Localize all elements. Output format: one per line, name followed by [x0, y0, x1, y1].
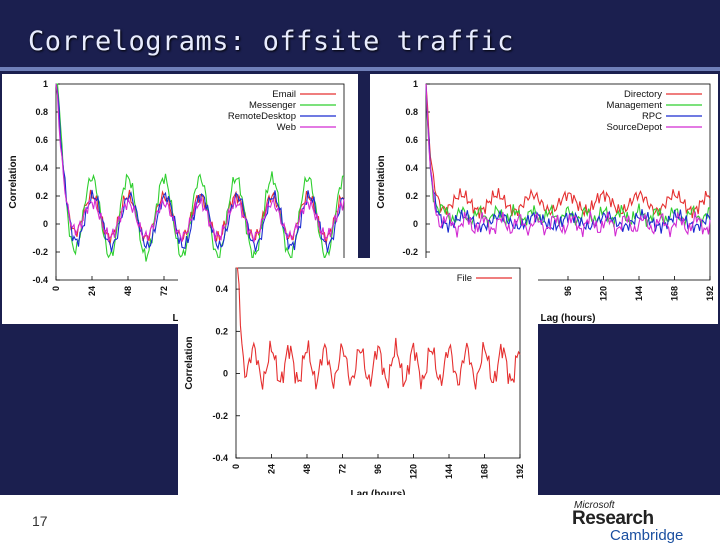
slide-footer: [0, 495, 720, 540]
legend-label: Directory: [624, 89, 662, 100]
x-tick-label: 120: [409, 464, 419, 479]
y-tick-label: 0: [413, 219, 418, 229]
y-axis-label: Correlation: [376, 155, 387, 208]
x-tick-label: 96: [563, 286, 573, 296]
y-tick-label: 0.2: [35, 191, 48, 201]
page-number: 17: [32, 513, 48, 529]
y-tick-label: 0.4: [35, 163, 48, 173]
y-tick-label: 0.6: [35, 135, 48, 145]
x-tick-label: 192: [515, 464, 525, 479]
series-line-sourcedepot: [425, 83, 711, 238]
y-axis-label: Correlation: [184, 336, 195, 389]
x-tick-label: 72: [159, 286, 169, 296]
x-tick-label: 48: [123, 286, 133, 296]
y-tick-label: 0.6: [405, 135, 418, 145]
legend-label: Management: [607, 100, 663, 111]
series-line-file: [236, 267, 521, 390]
x-tick-label: 96: [373, 464, 383, 474]
legend-label: RPC: [642, 111, 662, 122]
y-axis-label: Correlation: [8, 155, 19, 208]
legend-label: RemoteDesktop: [228, 111, 296, 122]
x-tick-label: 0: [231, 464, 241, 469]
y-tick-label: -0.2: [32, 247, 48, 257]
y-tick-label: 0.8: [35, 107, 48, 117]
chart-3: -0.4 -0.2 0 0.2 0.4 0 24 48 72 96 120 144 168 192 Lag …: [178, 258, 538, 500]
logo-line3: Cambridge: [610, 527, 684, 544]
logo-line1: Microsoft: [574, 500, 615, 511]
y-tick-label: 0.2: [215, 326, 228, 336]
x-tick-label: 72: [338, 464, 348, 474]
series-line-rpc: [425, 83, 711, 234]
y-tick-label: 0: [43, 219, 48, 229]
x-tick-label: 144: [444, 464, 454, 479]
y-tick-label: -0.4: [212, 453, 228, 463]
y-tick-label: 0: [223, 369, 228, 379]
x-tick-label: 168: [670, 286, 680, 301]
x-tick-label: 48: [302, 464, 312, 474]
plot-frame: [425, 83, 711, 281]
series-line-web: [55, 83, 345, 243]
x-tick-label: 120: [599, 286, 609, 301]
plot-frame: [235, 267, 521, 459]
legend-label: Web: [277, 122, 296, 133]
x-axis-label: Lag (hours): [351, 489, 406, 500]
y-tick-label: 0.4: [215, 284, 228, 294]
slide-title: Correlograms: offsite traffic: [28, 26, 514, 57]
series-line-directory: [425, 83, 711, 219]
x-tick-label: 144: [634, 286, 644, 301]
y-tick-label: -0.2: [402, 247, 418, 257]
plot-frame: [55, 83, 345, 281]
y-tick-label: -0.4: [32, 275, 48, 285]
legend-label: File: [457, 273, 472, 284]
y-tick-label: 0.2: [405, 191, 418, 201]
legend-label: SourceDepot: [607, 122, 663, 133]
y-tick-label: 0.8: [405, 107, 418, 117]
x-tick-label: 168: [480, 464, 490, 479]
company-logo: Microsoft Research Cambridge: [572, 500, 702, 544]
y-tick-label: 1: [43, 79, 48, 89]
legend-label: Email: [272, 89, 296, 100]
series-line-messenger: [56, 83, 345, 262]
y-tick-label: 0.4: [405, 163, 418, 173]
legend-label: Messenger: [249, 100, 296, 111]
x-tick-label: 24: [87, 286, 97, 296]
correlogram-file: -0.4 -0.2 0 0.2 0.4 0 24 48 72 96 120 144 168 192 Lag …: [184, 267, 525, 500]
y-tick-label: -0.2: [212, 411, 228, 421]
title-underline: [0, 67, 720, 71]
logo-line2: Research: [572, 508, 654, 529]
x-tick-label: 192: [705, 286, 715, 301]
x-tick-label: 24: [267, 464, 277, 474]
x-tick-label: 0: [51, 286, 61, 291]
y-tick-label: 1: [413, 79, 418, 89]
series-line-remotedesktop: [55, 83, 345, 253]
x-axis-label: Lag (hours): [541, 313, 596, 324]
chart-1: -0.4-0.200.20.40.60.81024487296120144168…: [2, 74, 358, 324]
